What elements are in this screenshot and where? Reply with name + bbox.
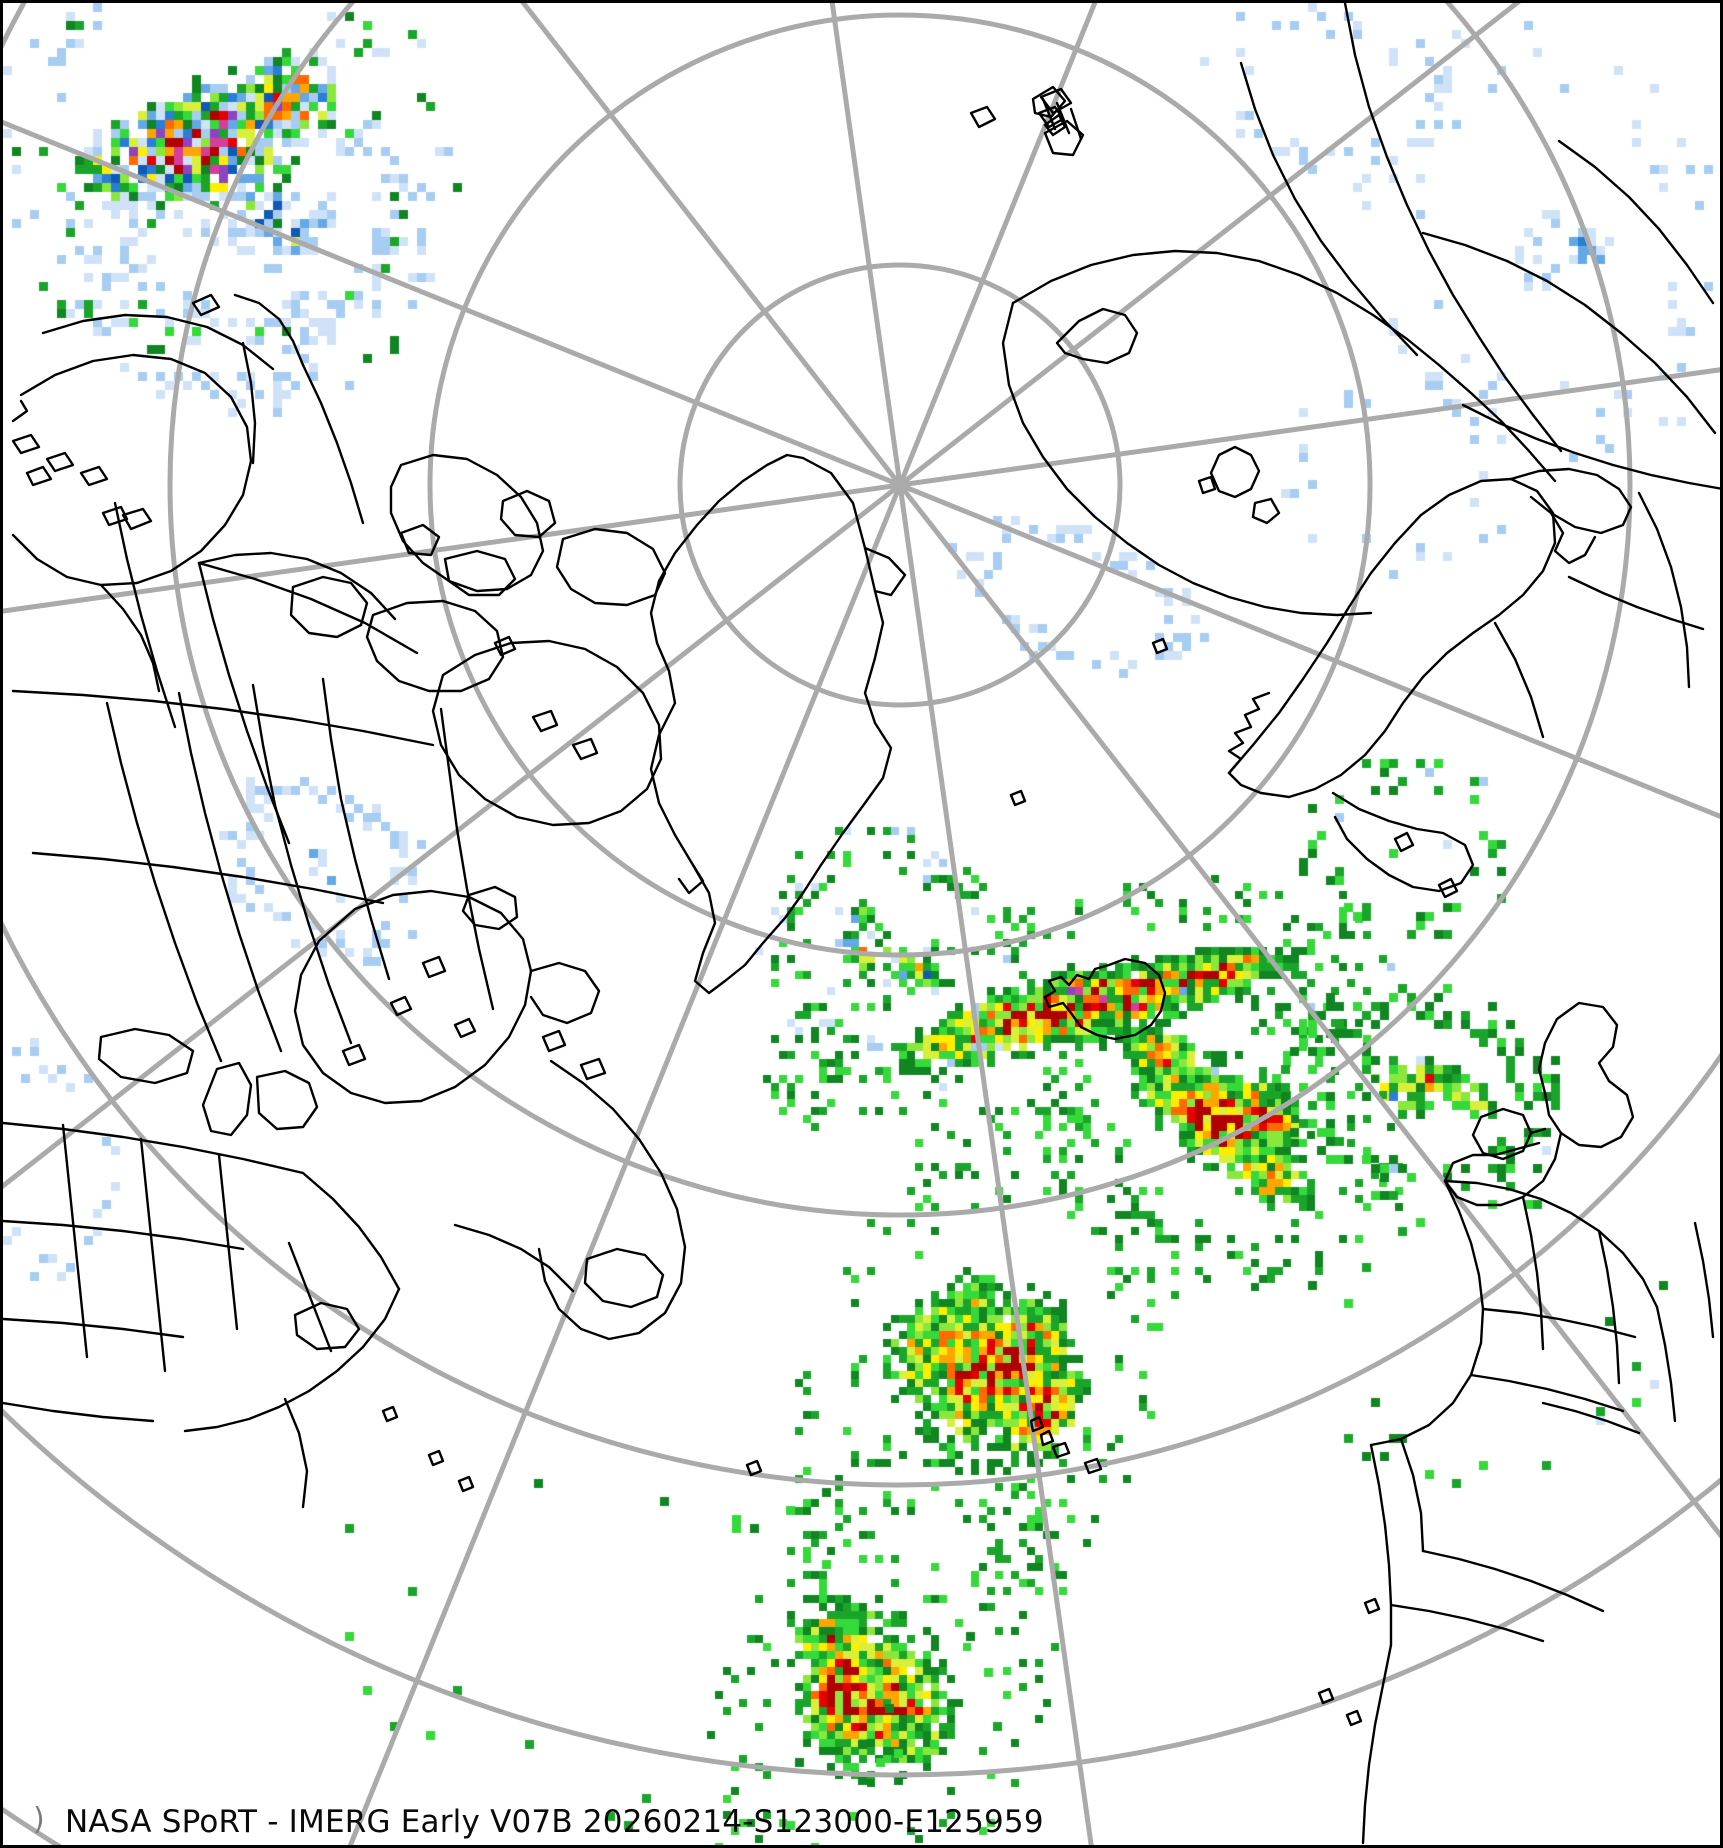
figure-caption: NASA SPoRT - IMERG Early V07B 20260214-S… — [65, 1804, 1044, 1840]
precipitation-raster-canvas — [3, 3, 1720, 1845]
caption-leading-glyph: ) — [33, 1802, 45, 1837]
